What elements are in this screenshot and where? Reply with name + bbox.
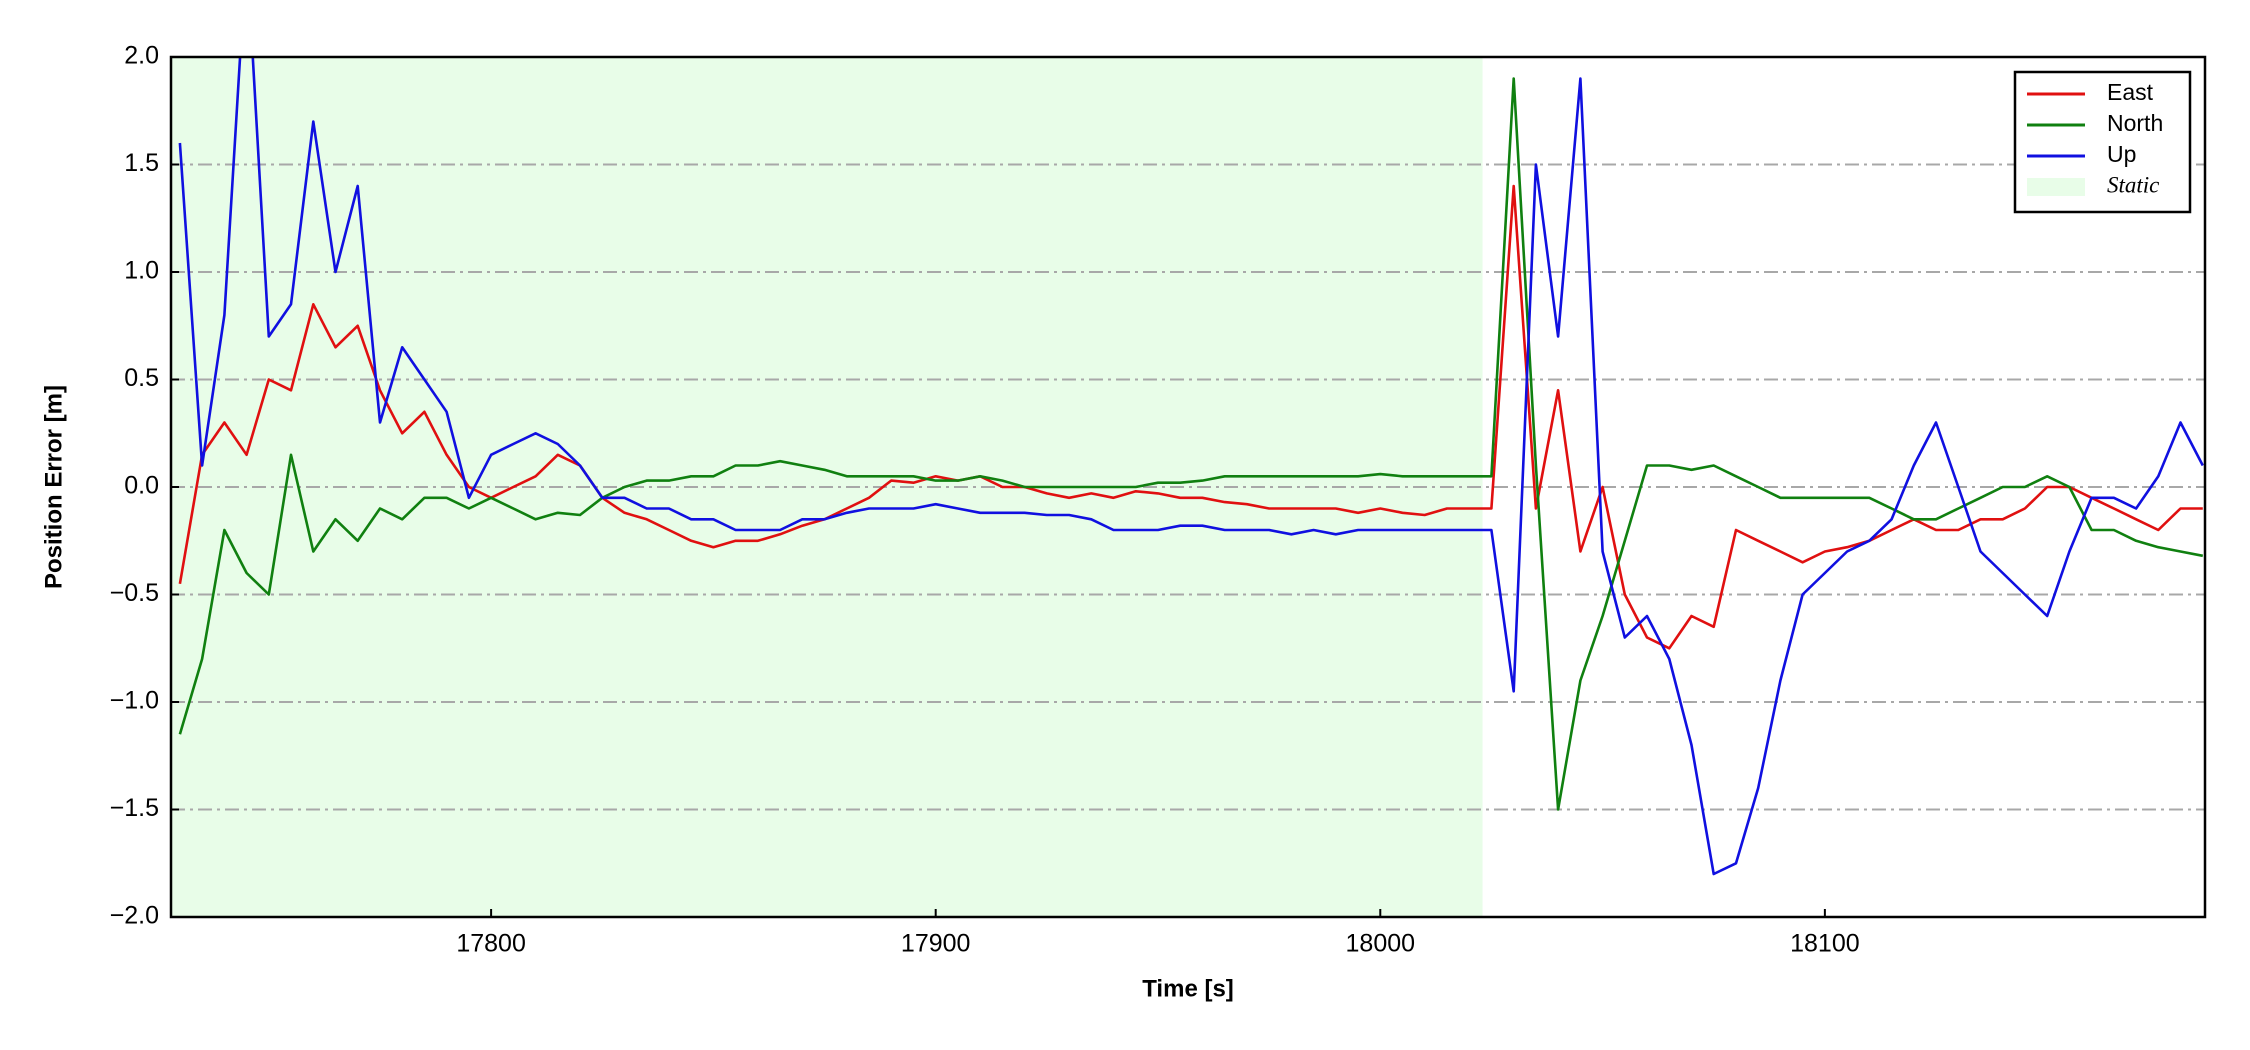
- x-axis-label: Time [s]: [1142, 975, 1234, 1002]
- axes-layer: −2.0 −1.5 −1.0 −0.5 0.0 0.5 1.0 1.5 2.0 17800 1790…: [110, 42, 2207, 958]
- y-tick-label: −0.5: [110, 579, 159, 607]
- y-tick-label: −1.0: [110, 687, 159, 715]
- y-tick-label: −1.5: [110, 794, 159, 822]
- legend-label: East: [2107, 79, 2154, 105]
- y-tick-label: 1.5: [124, 149, 159, 177]
- x-tick-label: 18100: [1790, 930, 1860, 958]
- y-tick-label: 1.0: [124, 257, 159, 285]
- legend-label: North: [2107, 110, 2163, 136]
- y-tick-label: −2.0: [110, 902, 159, 930]
- legend-label: Static: [2107, 172, 2159, 197]
- y-tick-label: 0.5: [124, 364, 159, 392]
- legend-label: Up: [2107, 141, 2136, 167]
- lines-layer: [178, 57, 2204, 876]
- y-tick-label: 2.0: [124, 42, 159, 70]
- y-axis-label: Position Error [m]: [40, 385, 67, 589]
- y-tick-label: 0.0: [124, 472, 159, 500]
- plot-frame: [169, 55, 2207, 919]
- legend: East North Up Static: [2013, 70, 2192, 214]
- x-tick-label: 17900: [901, 930, 971, 958]
- series-line: [178, 57, 2204, 876]
- x-tick-label: 17800: [456, 930, 526, 958]
- x-tick-label: 18000: [1346, 930, 1416, 958]
- series-line: [178, 77, 2204, 811]
- legend-swatch: [2027, 178, 2085, 196]
